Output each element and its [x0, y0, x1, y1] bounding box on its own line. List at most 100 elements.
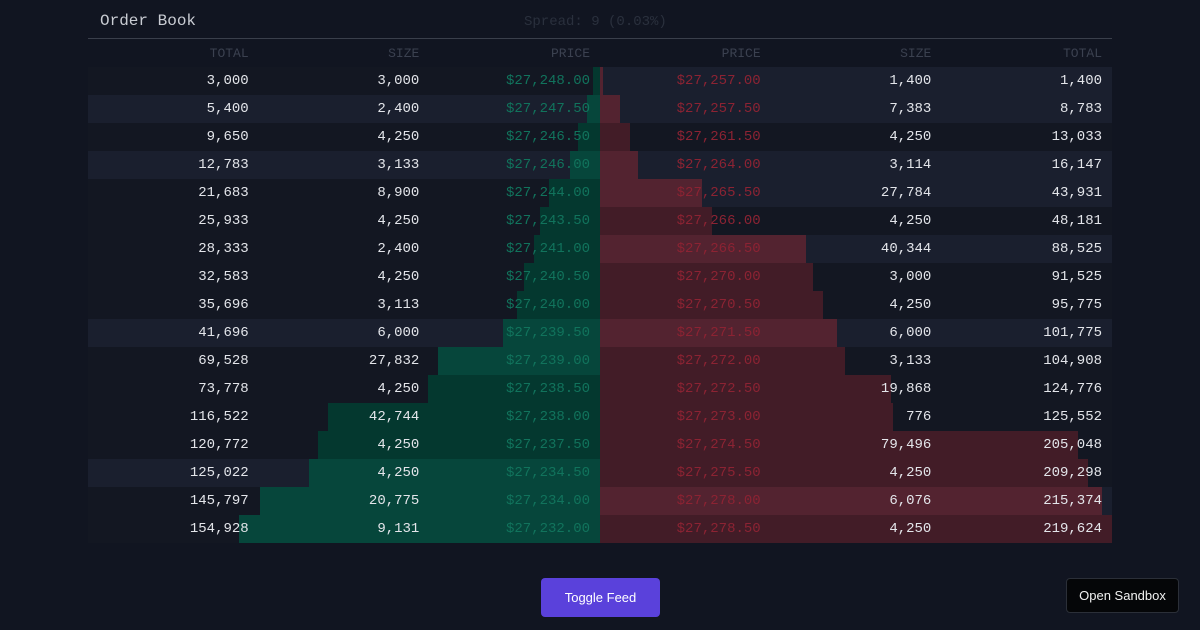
bid-row[interactable]: 69,528 27,832 $27,239.00: [88, 347, 600, 375]
bid-price: $27,240.50: [506, 269, 591, 285]
ask-depth-bar: [600, 487, 1103, 515]
ask-depth-bar: [600, 431, 1078, 459]
bid-row[interactable]: 35,696 3,113 $27,240.00: [88, 291, 600, 319]
bid-row[interactable]: 154,928 9,131 $27,232.00: [88, 515, 600, 543]
toggle-feed-button[interactable]: Toggle Feed: [541, 578, 660, 617]
ask-size: 3,114: [889, 157, 932, 173]
ask-row[interactable]: $27,264.00 3,114 16,147: [600, 151, 1112, 179]
bid-depth-bar: [570, 151, 600, 179]
ask-row[interactable]: $27,273.00 776 125,552: [600, 403, 1112, 431]
ask-price: $27,272.50: [676, 381, 761, 397]
ask-row[interactable]: $27,272.00 3,133 104,908: [600, 347, 1112, 375]
bid-row[interactable]: 5,400 2,400 $27,247.50: [88, 95, 600, 123]
ask-depth-bar: [600, 291, 824, 319]
bid-price: $27,238.50: [506, 381, 591, 397]
ask-size: 4,250: [889, 521, 932, 537]
ask-price: $27,265.50: [676, 185, 761, 201]
ask-price: $27,266.50: [676, 241, 761, 257]
bid-size: 8,900: [377, 185, 420, 201]
ask-row[interactable]: $27,265.50 27,784 43,931: [600, 179, 1112, 207]
bid-depth-bar: [524, 263, 600, 291]
ask-total: 8,783: [1060, 101, 1103, 117]
bid-size: 4,250: [377, 381, 420, 397]
bid-price: $27,243.50: [506, 213, 591, 229]
ask-row[interactable]: $27,270.00 3,000 91,525: [600, 263, 1112, 291]
bid-size: 4,250: [377, 213, 420, 229]
ask-total: 1,400: [1060, 73, 1103, 89]
bid-row[interactable]: 145,797 20,775 $27,234.00: [88, 487, 600, 515]
ask-size: 7,383: [889, 101, 932, 117]
table-row: 69,528 27,832 $27,239.00 $27,272.00 3,133 10…: [88, 347, 1112, 375]
ask-price: $27,273.00: [676, 409, 761, 425]
ask-depth-bar: [600, 459, 1088, 487]
open-sandbox-button[interactable]: Open Sandbox: [1066, 578, 1179, 613]
ask-price: $27,257.50: [676, 101, 761, 117]
bid-total: 3,000: [206, 73, 249, 89]
bid-total: 28,333: [198, 241, 249, 257]
ask-size: 4,250: [889, 297, 932, 313]
table-row: 73,778 4,250 $27,238.50 $27,272.50 19,868 12…: [88, 375, 1112, 403]
bid-size: 4,250: [377, 437, 420, 453]
bid-row[interactable]: 32,583 4,250 $27,240.50: [88, 263, 600, 291]
bid-size: 2,400: [377, 101, 420, 117]
ask-row[interactable]: $27,278.00 6,076 215,374: [600, 487, 1112, 515]
bid-total: 120,772: [189, 437, 249, 453]
bid-row[interactable]: 3,000 3,000 $27,248.00: [88, 67, 600, 95]
ask-row[interactable]: $27,261.50 4,250 13,033: [600, 123, 1112, 151]
bid-row[interactable]: 116,522 42,744 $27,238.00: [88, 403, 600, 431]
ask-size: 4,250: [889, 465, 932, 481]
table-row: 154,928 9,131 $27,232.00 $27,278.50 4,250 21…: [88, 515, 1112, 543]
bid-headers: TOTAL SIZE PRICE: [88, 39, 600, 67]
bid-depth-bar: [587, 95, 600, 123]
bid-price: $27,241.00: [506, 241, 591, 257]
ask-depth-bar: [600, 151, 638, 179]
bid-total: 69,528: [198, 353, 249, 369]
table-row: 145,797 20,775 $27,234.00 $27,278.00 6,076 2…: [88, 487, 1112, 515]
bid-row[interactable]: 73,778 4,250 $27,238.50: [88, 375, 600, 403]
ask-price: $27,272.00: [676, 353, 761, 369]
ask-depth-bar: [600, 319, 838, 347]
ask-row[interactable]: $27,270.50 4,250 95,775: [600, 291, 1112, 319]
ask-size: 4,250: [889, 213, 932, 229]
bid-row[interactable]: 9,650 4,250 $27,246.50: [88, 123, 600, 151]
bid-row[interactable]: 25,933 4,250 $27,243.50: [88, 207, 600, 235]
ask-row[interactable]: $27,275.50 4,250 209,298: [600, 459, 1112, 487]
bid-row[interactable]: 41,696 6,000 $27,239.50: [88, 319, 600, 347]
table-row: 116,522 42,744 $27,238.00 $27,273.00 776 125…: [88, 403, 1112, 431]
ask-row[interactable]: $27,271.50 6,000 101,775: [600, 319, 1112, 347]
table-row: 9,650 4,250 $27,246.50 $27,261.50 4,250 13,0…: [88, 123, 1112, 151]
ask-row[interactable]: $27,278.50 4,250 219,624: [600, 515, 1112, 543]
ask-total: 95,775: [1051, 297, 1103, 313]
bid-size: 6,000: [377, 325, 420, 341]
bid-depth-bar: [318, 431, 600, 459]
ask-row[interactable]: $27,257.00 1,400 1,400: [600, 67, 1112, 95]
header-bid-size: SIZE: [388, 46, 420, 61]
bid-row[interactable]: 28,333 2,400 $27,241.00: [88, 235, 600, 263]
ask-row[interactable]: $27,266.50 40,344 88,525: [600, 235, 1112, 263]
bid-row[interactable]: 120,772 4,250 $27,237.50: [88, 431, 600, 459]
bid-row[interactable]: 125,022 4,250 $27,234.50: [88, 459, 600, 487]
bid-depth-bar: [577, 123, 600, 151]
ask-row[interactable]: $27,266.00 4,250 48,181: [600, 207, 1112, 235]
ask-price: $27,261.50: [676, 129, 761, 145]
bid-row[interactable]: 12,783 3,133 $27,246.00: [88, 151, 600, 179]
table-row: 35,696 3,113 $27,240.00 $27,270.50 4,250 95,…: [88, 291, 1112, 319]
ask-depth-bar: [600, 403, 893, 431]
ask-row[interactable]: $27,257.50 7,383 8,783: [600, 95, 1112, 123]
ask-total: 91,525: [1051, 269, 1103, 285]
bid-price: $27,234.00: [506, 493, 591, 509]
bid-depth-bar: [593, 67, 600, 95]
bid-price: $27,244.00: [506, 185, 591, 201]
table-row: 120,772 4,250 $27,237.50 $27,274.50 79,496 2…: [88, 431, 1112, 459]
ask-size: 6,000: [889, 325, 932, 341]
bid-depth-bar: [539, 207, 600, 235]
ask-total: 209,298: [1043, 465, 1103, 481]
table-row: 3,000 3,000 $27,248.00 $27,257.00 1,400 1,40…: [88, 67, 1112, 95]
bid-price: $27,240.00: [506, 297, 591, 313]
ask-price: $27,278.00: [676, 493, 761, 509]
bid-size: 3,113: [377, 297, 420, 313]
ask-row[interactable]: $27,272.50 19,868 124,776: [600, 375, 1112, 403]
bid-row[interactable]: 21,683 8,900 $27,244.00: [88, 179, 600, 207]
ask-row[interactable]: $27,274.50 79,496 205,048: [600, 431, 1112, 459]
bid-total: 154,928: [189, 521, 249, 537]
